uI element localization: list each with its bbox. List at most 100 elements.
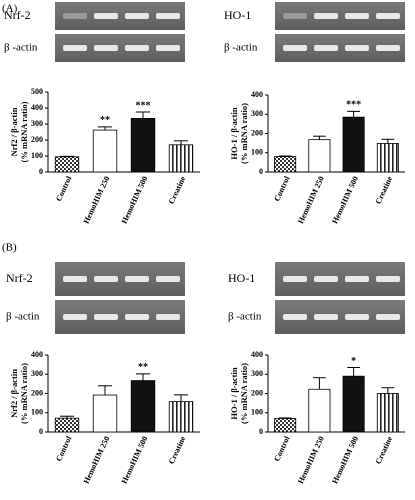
gel-band — [63, 314, 87, 320]
y-tick-label: 200 — [251, 388, 263, 397]
y-tick-label: 100 — [251, 408, 263, 417]
gel-label: β -actin — [228, 311, 262, 323]
y-axis-label: (% mRNA ratio) — [19, 363, 29, 424]
y-tick-label: 500 — [31, 87, 43, 96]
y-axis-label: (% mRNA ratio) — [239, 103, 249, 164]
gel-label: β -actin — [224, 42, 258, 54]
y-tick-label: 0 — [39, 167, 43, 176]
gel-band — [314, 314, 338, 320]
gel-label: Nrf-2 — [4, 8, 31, 22]
y-tick-label: 0 — [259, 427, 263, 436]
x-tick-label: HemoHIM 250 — [82, 435, 112, 485]
y-tick-label: 200 — [251, 128, 263, 137]
x-tick-label: Control — [54, 434, 74, 463]
gel-band — [283, 314, 307, 320]
bar — [168, 401, 194, 433]
x-tick-label: HemoHIM 500 — [120, 175, 150, 225]
gel-band — [94, 45, 118, 51]
gel-band — [156, 13, 180, 19]
gel-band — [314, 45, 338, 51]
gel-label: β -actin — [6, 311, 40, 323]
gel-band — [376, 13, 400, 19]
gel-band — [283, 13, 307, 19]
bar — [274, 418, 297, 433]
significance: *** — [346, 100, 361, 111]
gel-band — [156, 45, 180, 51]
bar — [168, 144, 194, 173]
gel-band — [156, 276, 180, 282]
bar — [54, 156, 80, 173]
gel-band — [125, 276, 149, 282]
bar — [92, 129, 118, 173]
gel-band — [125, 314, 149, 320]
x-tick-label: Creatine — [374, 174, 395, 205]
x-tick-label: HemoHIM 500 — [330, 175, 360, 225]
bar — [308, 388, 331, 433]
gel-band — [94, 314, 118, 320]
gel-band — [345, 13, 369, 19]
gel-band — [63, 276, 87, 282]
x-tick-label: Creatine — [167, 434, 188, 465]
x-tick-label: HemoHIM 500 — [330, 435, 360, 485]
y-axis-label: HO-1 / β-actin — [229, 367, 239, 419]
y-axis-label: HO-1 / β-actin — [229, 107, 239, 159]
y-tick-label: 400 — [31, 350, 43, 359]
bar — [92, 394, 118, 433]
gel-band — [376, 276, 400, 282]
y-tick-label: 400 — [251, 350, 263, 359]
significance: ** — [138, 362, 148, 373]
y-tick-label: 300 — [251, 369, 263, 378]
gel-label: Nrf-2 — [6, 271, 33, 285]
gel-band — [314, 276, 338, 282]
x-tick-label: Creatine — [374, 434, 395, 465]
panel-label: (B) — [2, 242, 17, 254]
x-tick-label: HemoHIM 250 — [82, 175, 112, 225]
y-tick-label: 200 — [31, 135, 43, 144]
y-tick-label: 400 — [31, 103, 43, 112]
x-tick-label: HemoHIM 250 — [296, 435, 326, 485]
significance: ** — [100, 115, 110, 126]
gel-band — [63, 45, 87, 51]
gel-band — [345, 45, 369, 51]
gel-band — [94, 13, 118, 19]
gel-band — [376, 314, 400, 320]
bar — [376, 143, 399, 173]
y-tick-label: 300 — [31, 369, 43, 378]
gel-label: β -actin — [4, 42, 38, 54]
significance: *** — [136, 100, 151, 111]
gel-band — [345, 276, 369, 282]
bar — [308, 139, 331, 173]
y-tick-label: 100 — [31, 151, 43, 160]
y-tick-label: 100 — [31, 408, 43, 417]
y-tick-label: 100 — [251, 148, 263, 157]
gel-band — [125, 45, 149, 51]
bar — [54, 417, 80, 433]
y-axis-label: Nrf2 / β-actin — [9, 107, 19, 156]
gel-band — [345, 314, 369, 320]
gel-band — [376, 45, 400, 51]
y-tick-label: 0 — [39, 427, 43, 436]
panel-label: (A) — [2, 3, 18, 15]
y-tick-label: 400 — [251, 90, 263, 99]
bar — [376, 393, 399, 433]
y-tick-label: 300 — [251, 109, 263, 118]
gel-band — [94, 276, 118, 282]
significance: * — [351, 356, 356, 367]
gel-label: HO-1 — [224, 8, 251, 22]
bar — [342, 375, 365, 433]
x-tick-label: Control — [54, 174, 74, 203]
x-tick-label: HemoHIM 500 — [120, 435, 150, 485]
x-tick-label: Creatine — [167, 174, 188, 205]
x-tick-label: HemoHIM 250 — [296, 175, 326, 225]
y-tick-label: 200 — [31, 388, 43, 397]
bar — [274, 156, 297, 173]
y-tick-label: 0 — [259, 167, 263, 176]
y-tick-label: 300 — [31, 119, 43, 128]
gel-label: HO-1 — [228, 271, 255, 285]
bar — [130, 380, 156, 433]
y-axis-label: (% mRNA ratio) — [19, 101, 29, 162]
gel-band — [156, 314, 180, 320]
gel-band — [63, 13, 87, 19]
gel-band — [125, 13, 149, 19]
bar — [342, 116, 365, 173]
